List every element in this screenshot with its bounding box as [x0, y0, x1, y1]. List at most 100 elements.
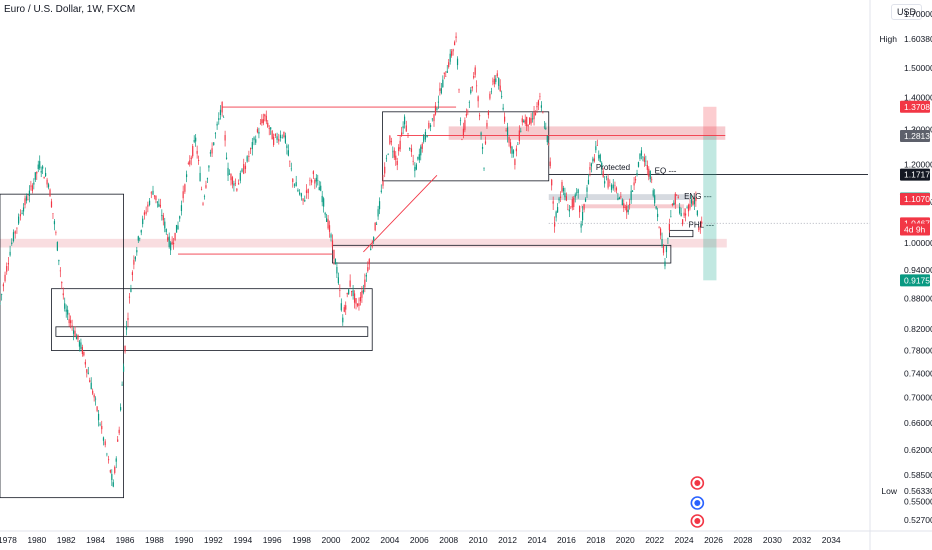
- candle-body: [658, 226, 660, 228]
- time-tick-label: 2026: [704, 535, 723, 545]
- candle-body: [610, 184, 613, 190]
- time-tick-label: 1988: [145, 535, 164, 545]
- time-axis[interactable]: 1978 1980 1982 1984 1986 1988 1990 1992 1994 1996…: [0, 530, 932, 545]
- candle-body: [693, 198, 695, 205]
- candle-body: [284, 135, 287, 143]
- candle-body: [75, 335, 78, 340]
- candle-body: [72, 330, 75, 334]
- candle-body: [403, 116, 406, 125]
- candle-body: [111, 474, 113, 480]
- candle-body: [46, 179, 48, 185]
- candle-body: [423, 135, 425, 142]
- candle-body: [136, 250, 138, 253]
- candle-body: [356, 303, 359, 306]
- candle-body: [679, 206, 681, 214]
- candle-body: [246, 156, 248, 162]
- candle-body: [302, 198, 304, 201]
- candle-body: [686, 207, 688, 208]
- candle-body: [150, 192, 152, 194]
- candle-body: [684, 213, 687, 216]
- candle-body: [239, 172, 241, 181]
- candle-body: [233, 183, 235, 186]
- candle-body: [262, 119, 264, 124]
- candle-body: [643, 157, 645, 162]
- candle-body: [580, 223, 582, 228]
- candle-body: [632, 190, 634, 192]
- candle-body: [501, 96, 503, 98]
- candle-body: [407, 133, 409, 134]
- candle-body: [236, 188, 238, 191]
- candle-body: [477, 96, 479, 102]
- candle-body: [533, 111, 535, 120]
- time-tick-label: 1980: [27, 535, 46, 545]
- candle-body: [652, 190, 654, 196]
- candle-body: [568, 209, 570, 212]
- candle-body: [25, 196, 28, 201]
- candle-body: [182, 191, 184, 199]
- candle-body: [153, 195, 156, 197]
- candle-body: [615, 187, 618, 191]
- candle-body: [45, 172, 47, 177]
- candle-body: [512, 150, 515, 154]
- candle-body: [537, 100, 540, 106]
- candle-body: [451, 51, 453, 56]
- candle-body: [173, 242, 175, 245]
- candle-body: [276, 136, 278, 140]
- candle-body: [336, 266, 338, 274]
- candle-body: [131, 272, 134, 275]
- candle-body: [630, 190, 632, 201]
- price-tag: [900, 223, 930, 236]
- candle-body: [6, 266, 8, 272]
- candle-body: [264, 114, 266, 117]
- candle-body: [505, 130, 507, 131]
- candle-body: [274, 133, 276, 136]
- candle-body: [323, 198, 325, 207]
- candle-body: [530, 118, 532, 124]
- candle-body: [520, 130, 522, 132]
- candle-body: [227, 167, 229, 176]
- candle-body: [546, 135, 548, 143]
- candle-body: [605, 176, 607, 178]
- time-tick-label: 2002: [351, 535, 370, 545]
- candle-body: [385, 157, 388, 159]
- candle-body: [555, 211, 557, 218]
- candle-body: [351, 290, 353, 292]
- candle-body: [196, 150, 198, 154]
- candle-body: [695, 197, 697, 202]
- currency-button[interactable]: USD: [890, 4, 922, 20]
- candle-body: [37, 164, 39, 170]
- candle-body: [211, 148, 213, 154]
- candle-body: [208, 165, 210, 168]
- candle-body: [156, 201, 159, 203]
- candle-body: [102, 437, 105, 441]
- candle-body: [449, 53, 451, 62]
- candle-body: [198, 160, 200, 161]
- candle-body: [536, 105, 538, 108]
- candle-body: [648, 168, 650, 177]
- candle-body: [380, 190, 382, 192]
- candle-body: [321, 195, 323, 203]
- trend-line: [363, 174, 438, 253]
- candle-body: [89, 380, 91, 383]
- candle-body: [428, 122, 430, 128]
- candle-body: [128, 296, 131, 298]
- candle-body: [440, 88, 442, 94]
- candle-body: [506, 127, 509, 137]
- candle-body: [283, 131, 285, 137]
- candle-body: [265, 115, 267, 122]
- candle-body: [251, 142, 253, 150]
- candle-body: [24, 198, 26, 206]
- candle-body: [620, 196, 622, 198]
- candle-body: [225, 157, 228, 159]
- candle-body: [148, 200, 151, 205]
- candle-body: [278, 138, 280, 142]
- zone-rect: [581, 204, 685, 209]
- candle-body: [243, 164, 245, 174]
- candle-body: [36, 171, 38, 174]
- time-tick-label: 1982: [57, 535, 76, 545]
- candle-body: [414, 166, 416, 172]
- candle-body: [574, 194, 576, 198]
- candle-body: [83, 351, 85, 356]
- candle-body: [624, 207, 626, 208]
